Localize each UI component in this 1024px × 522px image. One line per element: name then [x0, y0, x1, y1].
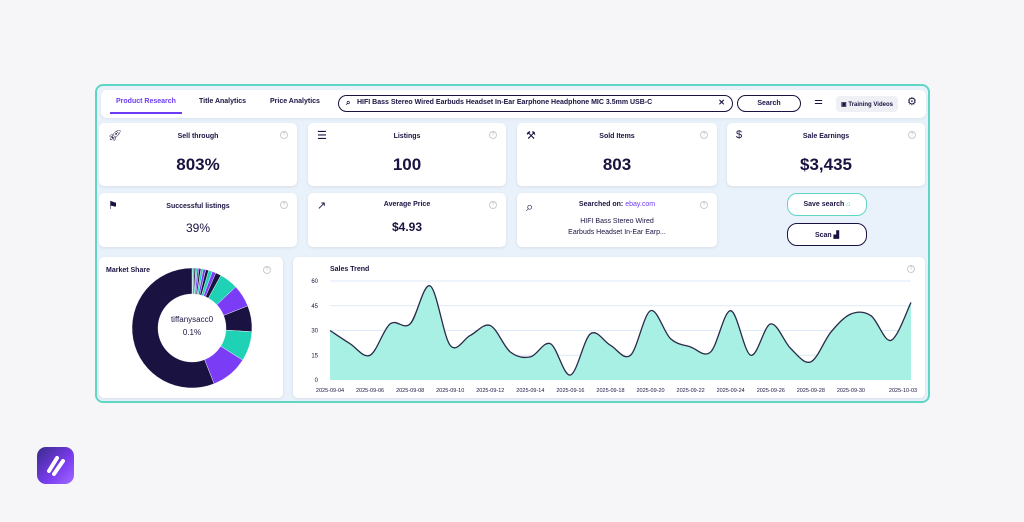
- y-tick-label: 45: [311, 304, 318, 310]
- area-fill: [330, 285, 911, 380]
- help-icon[interactable]: ?: [489, 201, 497, 209]
- dollar-coin-icon: $: [736, 129, 743, 141]
- trend-icon: ↗: [317, 200, 327, 212]
- searched-title-line1: HIFI Bass Stereo Wired: [580, 218, 654, 225]
- x-tick-label: 2025-09-20: [636, 388, 664, 394]
- x-tick-label: 2025-09-06: [356, 388, 384, 394]
- help-icon[interactable]: ?: [489, 131, 497, 139]
- list-icon: ☰: [317, 130, 327, 142]
- card-listings: ☰? Listings 100: [308, 123, 506, 186]
- settings-gear-icon[interactable]: ⚙: [907, 96, 917, 108]
- x-tick-label: 2025-09-10: [436, 388, 464, 394]
- search-input[interactable]: ⌕ HIFI Bass Stereo Wired Earbuds Headset …: [338, 95, 733, 112]
- x-tick-label: 2025-10-03: [889, 388, 917, 394]
- tab-product-research[interactable]: Product Research: [110, 98, 182, 114]
- x-tick-label: 2025-09-30: [837, 388, 865, 394]
- donut-center-name: tiffanysacc0: [170, 315, 214, 324]
- card-title: Successful listings: [166, 203, 230, 210]
- scan-button[interactable]: Scan ▟: [787, 223, 867, 246]
- card-title: Sell through: [177, 133, 219, 140]
- dashboard-panel: Product Research Title Analytics Price A…: [95, 84, 930, 403]
- magnifier-icon: ⌕: [526, 199, 534, 214]
- training-label: Training Videos: [848, 102, 893, 108]
- flag-icon: ⚑: [108, 200, 118, 212]
- market-share-title: Market Share: [106, 267, 150, 274]
- card-average-price: ↗? Average Price $4.93: [308, 193, 506, 247]
- gavel-icon: ⚒: [526, 130, 536, 142]
- scan-label: Scan: [814, 232, 832, 239]
- help-icon[interactable]: ?: [908, 131, 916, 139]
- help-icon[interactable]: ?: [700, 201, 708, 209]
- save-label: Save search: [803, 201, 845, 208]
- market-share-donut[interactable]: [130, 266, 254, 390]
- card-value: $3,435: [800, 155, 852, 174]
- y-tick-label: 30: [311, 329, 318, 335]
- search-icon: ⌕: [346, 98, 351, 107]
- card-successful-listings: ⚑? Successful listings 39%: [99, 193, 297, 247]
- rocket-icon: 🚀︎: [108, 130, 122, 142]
- trend-line: [329, 285, 912, 376]
- x-tick-label: 2025-09-12: [476, 388, 504, 394]
- card-sale-earnings: $? Sale Earnings $3,435: [727, 123, 925, 186]
- training-videos-button[interactable]: ▣ Training Videos: [836, 96, 898, 112]
- help-icon[interactable]: ?: [907, 265, 915, 273]
- searched-title-line2: Earbuds Headset In-Ear Earp...: [568, 229, 666, 236]
- clear-icon[interactable]: ✕: [718, 98, 725, 107]
- card-value: $4.93: [391, 220, 423, 234]
- y-tick-label: 60: [311, 279, 318, 285]
- card-title: Listings: [393, 133, 421, 140]
- y-tick-label: 0: [315, 378, 319, 384]
- y-tick-label: 15: [311, 353, 318, 359]
- sales-trend-title: Sales Trend: [330, 266, 370, 273]
- card-title: Average Price: [383, 201, 431, 208]
- card-searched-on: ⌕? Searched on: ebay.com HIFI Bass Stere…: [517, 193, 717, 247]
- logo-slashes-icon: [47, 456, 65, 476]
- bars-icon: ▟: [833, 232, 840, 239]
- card-value: 100: [392, 155, 422, 174]
- card-title: Sold Items: [599, 133, 635, 140]
- card-sell-through: 🚀︎? Sell through 803%: [99, 123, 297, 186]
- card-value: 803: [602, 155, 632, 174]
- card-sold-items: ⚒? Sold Items 803: [517, 123, 717, 186]
- save-search-button[interactable]: Save search ⌂: [787, 193, 867, 216]
- sales-trend-chart: 0 15 30 45 60 2025-09-04 2025-09-06 2025-09-08 2…: [311, 279, 917, 394]
- help-icon[interactable]: ?: [280, 201, 288, 209]
- x-tick-label: 2025-09-14: [516, 388, 544, 394]
- donut-center-value: 0.1%: [182, 328, 202, 337]
- x-tick-label: 2025-09-04: [316, 388, 344, 394]
- site-link[interactable]: ebay.com: [625, 201, 656, 208]
- market-share-card: Market Share ? tiffanysacc0 0.1%: [99, 257, 283, 398]
- filter-sliders-icon[interactable]: ⚌: [814, 96, 823, 107]
- help-icon[interactable]: ?: [263, 266, 271, 274]
- searched-on-label: Searched on:: [578, 201, 624, 208]
- x-tick-label: 2025-09-26: [757, 388, 785, 394]
- sales-trend-card: Sales Trend ? 0 15 30 45 60 2025-09-04 2025-09…: [293, 257, 925, 398]
- help-icon[interactable]: ?: [280, 131, 288, 139]
- tab-title-analytics[interactable]: Title Analytics: [199, 98, 247, 105]
- x-tick-label: 2025-09-28: [797, 388, 825, 394]
- x-tick-label: 2025-09-18: [596, 388, 624, 394]
- search-button[interactable]: Search: [737, 95, 801, 112]
- x-tick-label: 2025-09-24: [717, 388, 745, 394]
- play-icon: ▣: [841, 102, 849, 108]
- help-icon[interactable]: ?: [700, 131, 708, 139]
- search-value: HIFI Bass Stereo Wired Earbuds Headset I…: [357, 99, 653, 106]
- card-title: Sale Earnings: [802, 133, 850, 140]
- x-tick-label: 2025-09-22: [677, 388, 705, 394]
- top-bar: Product Research Title Analytics Price A…: [101, 90, 926, 118]
- card-value: 39%: [185, 221, 211, 235]
- inbox-icon: ⌂: [846, 201, 851, 208]
- x-tick-label: 2025-09-08: [396, 388, 424, 394]
- card-value: 803%: [176, 155, 220, 174]
- app-logo: [37, 447, 74, 484]
- x-tick-label: 2025-09-16: [556, 388, 584, 394]
- tab-price-analytics[interactable]: Price Analytics: [270, 98, 320, 105]
